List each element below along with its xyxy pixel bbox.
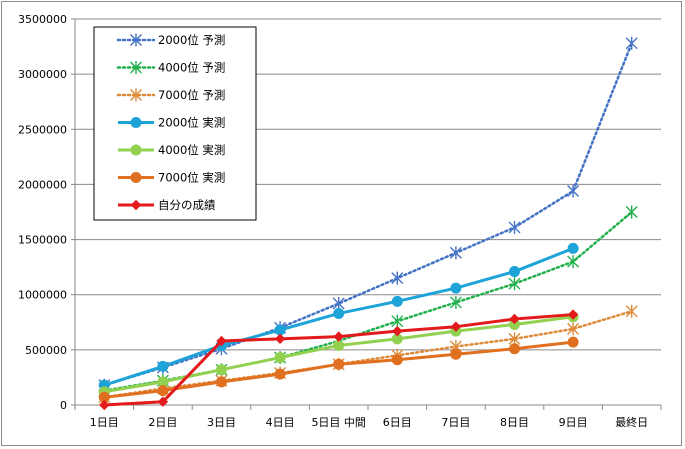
- legend-entry: 2000位 実測: [118, 116, 225, 130]
- legend-entry: 4000位 実測: [118, 143, 225, 157]
- series-7: [99, 309, 579, 411]
- x-tick-labels: 1日目 2日目 3日目 4日目 5日目 中間 6日目 7日目 8日目 9日目 最終日: [90, 415, 648, 429]
- x-tick-label: 3日目: [207, 416, 236, 429]
- data-point-star: [625, 205, 638, 219]
- series-line: [103, 310, 633, 399]
- y-tick-label: 1500000: [18, 234, 67, 247]
- data-point-diamond: [567, 309, 579, 320]
- legend-label: 自分の成績: [158, 198, 216, 212]
- data-point-circle: [509, 343, 520, 355]
- legend: 2000位 予測 4000位 予測 7000位 予測 2000位 実測 4000位 実測…: [93, 26, 257, 221]
- series-3: [98, 304, 638, 404]
- data-point-star: [567, 184, 580, 198]
- data-point-star: [508, 220, 521, 234]
- legend-entry: 4000位 予測: [116, 61, 225, 75]
- y-tick-label: 1000000: [18, 289, 67, 302]
- y-tick-labels: 0 500000 1000000 1500000 2000000 2500000 30000…: [18, 13, 67, 412]
- data-point-star: [625, 36, 638, 50]
- data-point-circle: [450, 282, 462, 294]
- data-point-diamond: [157, 396, 169, 407]
- data-point-circle: [333, 307, 345, 319]
- data-point-diamond: [216, 335, 227, 347]
- data-point-diamond: [274, 333, 286, 345]
- y-tick-label: 3000000: [18, 68, 67, 81]
- legend-label: 2000位 実測: [158, 116, 225, 130]
- data-point-circle: [216, 364, 227, 376]
- legend-entry: 自分の成績: [118, 198, 216, 212]
- legend-label: 2000位 予測: [158, 33, 225, 47]
- y-tick-label: 2500000: [18, 123, 67, 136]
- data-point-circle: [274, 324, 286, 336]
- x-tick-label: 7日目: [441, 416, 470, 429]
- data-point-circle: [274, 352, 286, 364]
- y-tick-label: 0: [60, 399, 67, 412]
- data-point-star: [130, 33, 142, 47]
- data-point-star: [449, 246, 462, 260]
- series-line: [103, 42, 633, 387]
- x-tick-label: 最終日: [615, 415, 648, 429]
- data-point-circle: [567, 242, 579, 254]
- series-2: [98, 205, 638, 398]
- x-tick-label: 8日目: [500, 416, 529, 429]
- data-point-star: [567, 322, 580, 336]
- y-tick-label: 2000000: [18, 178, 67, 191]
- data-point-circle: [450, 348, 462, 360]
- data-point-circle: [567, 336, 579, 348]
- data-point-star: [508, 277, 521, 291]
- legend-label: 7000位 予測: [158, 88, 225, 102]
- legend-entry: 7000位 実測: [118, 171, 225, 185]
- legend-entry: 7000位 予測: [116, 88, 225, 102]
- data-point-circle: [333, 358, 345, 370]
- data-point-star: [449, 295, 462, 309]
- series-6: [98, 336, 579, 403]
- data-point-circle: [157, 360, 169, 372]
- data-point-diamond: [450, 321, 462, 332]
- x-tick-label: 5日目 中間: [311, 416, 366, 429]
- data-point-circle: [130, 144, 142, 156]
- x-tick-label: 2日目: [148, 416, 177, 429]
- series-line: [104, 315, 574, 394]
- x-tick-label: 1日目: [90, 416, 119, 429]
- data-point-diamond: [333, 331, 344, 342]
- series-group: [98, 36, 638, 411]
- data-point-star: [332, 297, 345, 311]
- data-point-diamond: [130, 199, 142, 211]
- data-point-star: [130, 61, 142, 74]
- data-point-circle: [216, 376, 227, 388]
- x-tick-label: 6日目: [383, 416, 412, 429]
- data-point-star: [508, 332, 521, 346]
- y-tick-label: 500000: [25, 344, 67, 357]
- axes: [71, 18, 662, 410]
- x-tick-label: 9日目: [559, 416, 588, 429]
- data-point-diamond: [99, 399, 110, 411]
- data-point-diamond: [392, 325, 403, 337]
- y-tick-label: 3500000: [18, 13, 67, 26]
- data-point-circle: [333, 339, 345, 351]
- data-point-circle: [509, 266, 520, 278]
- legend-label: 7000位 実測: [158, 171, 225, 185]
- data-point-star: [391, 271, 404, 285]
- data-point-circle: [391, 354, 403, 366]
- data-point-circle: [274, 368, 286, 380]
- data-point-circle: [157, 385, 169, 397]
- data-point-diamond: [509, 313, 520, 325]
- data-point-circle: [130, 117, 142, 128]
- data-point-star: [567, 255, 580, 269]
- series-line: [103, 210, 633, 392]
- legend-entry: 2000位 予測: [116, 33, 225, 47]
- legend-label: 4000位 予測: [158, 61, 225, 75]
- x-tick-label: 4日目: [266, 416, 295, 429]
- data-point-star: [625, 304, 638, 318]
- data-point-star: [391, 314, 404, 328]
- data-point-circle: [130, 172, 142, 183]
- legend-label: 4000位 実測: [158, 143, 225, 157]
- data-point-circle: [391, 295, 403, 307]
- series-5: [98, 311, 579, 398]
- data-point-star: [130, 88, 142, 102]
